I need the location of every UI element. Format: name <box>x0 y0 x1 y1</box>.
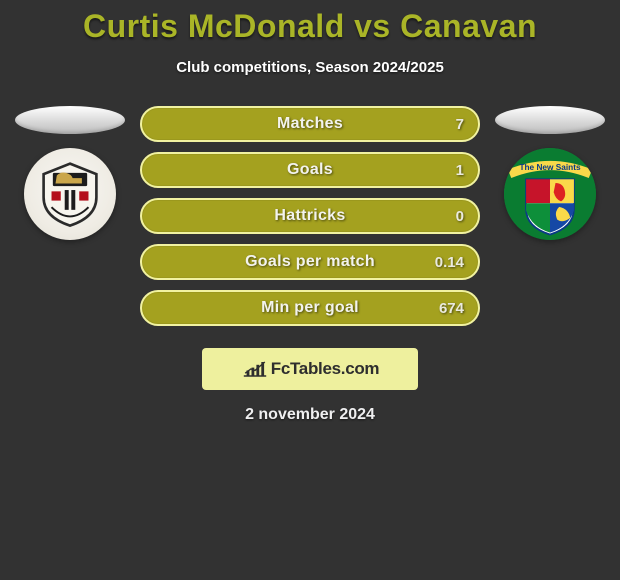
crest-right-icon: The New Saints <box>504 148 596 240</box>
crest-left-icon <box>37 161 103 227</box>
stat-label: Hattricks <box>274 207 345 225</box>
brand-badge[interactable]: FcTables.com <box>202 348 418 390</box>
chart-icon <box>241 359 269 379</box>
date-text: 2 november 2024 <box>245 406 375 424</box>
player-right-avatar-placeholder <box>495 106 605 134</box>
page-title: Curtis McDonald vs Canavan <box>83 8 537 45</box>
stat-value-right: 674 <box>439 300 464 317</box>
club-crest-left <box>24 148 116 240</box>
stat-label: Goals <box>287 161 333 179</box>
svg-text:The New Saints: The New Saints <box>519 163 580 172</box>
stat-value-right: 7 <box>456 116 464 133</box>
stat-row-matches: Matches 7 <box>140 106 480 142</box>
stat-value-right: 0 <box>456 208 464 225</box>
player-right-column: The New Saints <box>490 106 610 240</box>
stat-label: Min per goal <box>261 299 359 317</box>
stat-row-goals-per-match: Goals per match 0.14 <box>140 244 480 280</box>
stat-row-hattricks: Hattricks 0 <box>140 198 480 234</box>
player-left-avatar-placeholder <box>15 106 125 134</box>
brand-text: FcTables.com <box>271 359 380 379</box>
stat-value-right: 0.14 <box>435 254 464 271</box>
stat-rows: Matches 7 Goals 1 Hattricks 0 Goals per … <box>140 106 480 326</box>
club-crest-right: The New Saints <box>504 148 596 240</box>
stat-label: Matches <box>277 115 343 133</box>
stats-area: Matches 7 Goals 1 Hattricks 0 Goals per … <box>0 106 620 326</box>
stat-row-goals: Goals 1 <box>140 152 480 188</box>
comparison-card: Curtis McDonald vs Canavan Club competit… <box>0 0 620 424</box>
subtitle: Club competitions, Season 2024/2025 <box>176 59 444 76</box>
player-left-column <box>10 106 130 240</box>
stat-label: Goals per match <box>245 253 375 271</box>
stat-row-min-per-goal: Min per goal 674 <box>140 290 480 326</box>
stat-value-right: 1 <box>456 162 464 179</box>
